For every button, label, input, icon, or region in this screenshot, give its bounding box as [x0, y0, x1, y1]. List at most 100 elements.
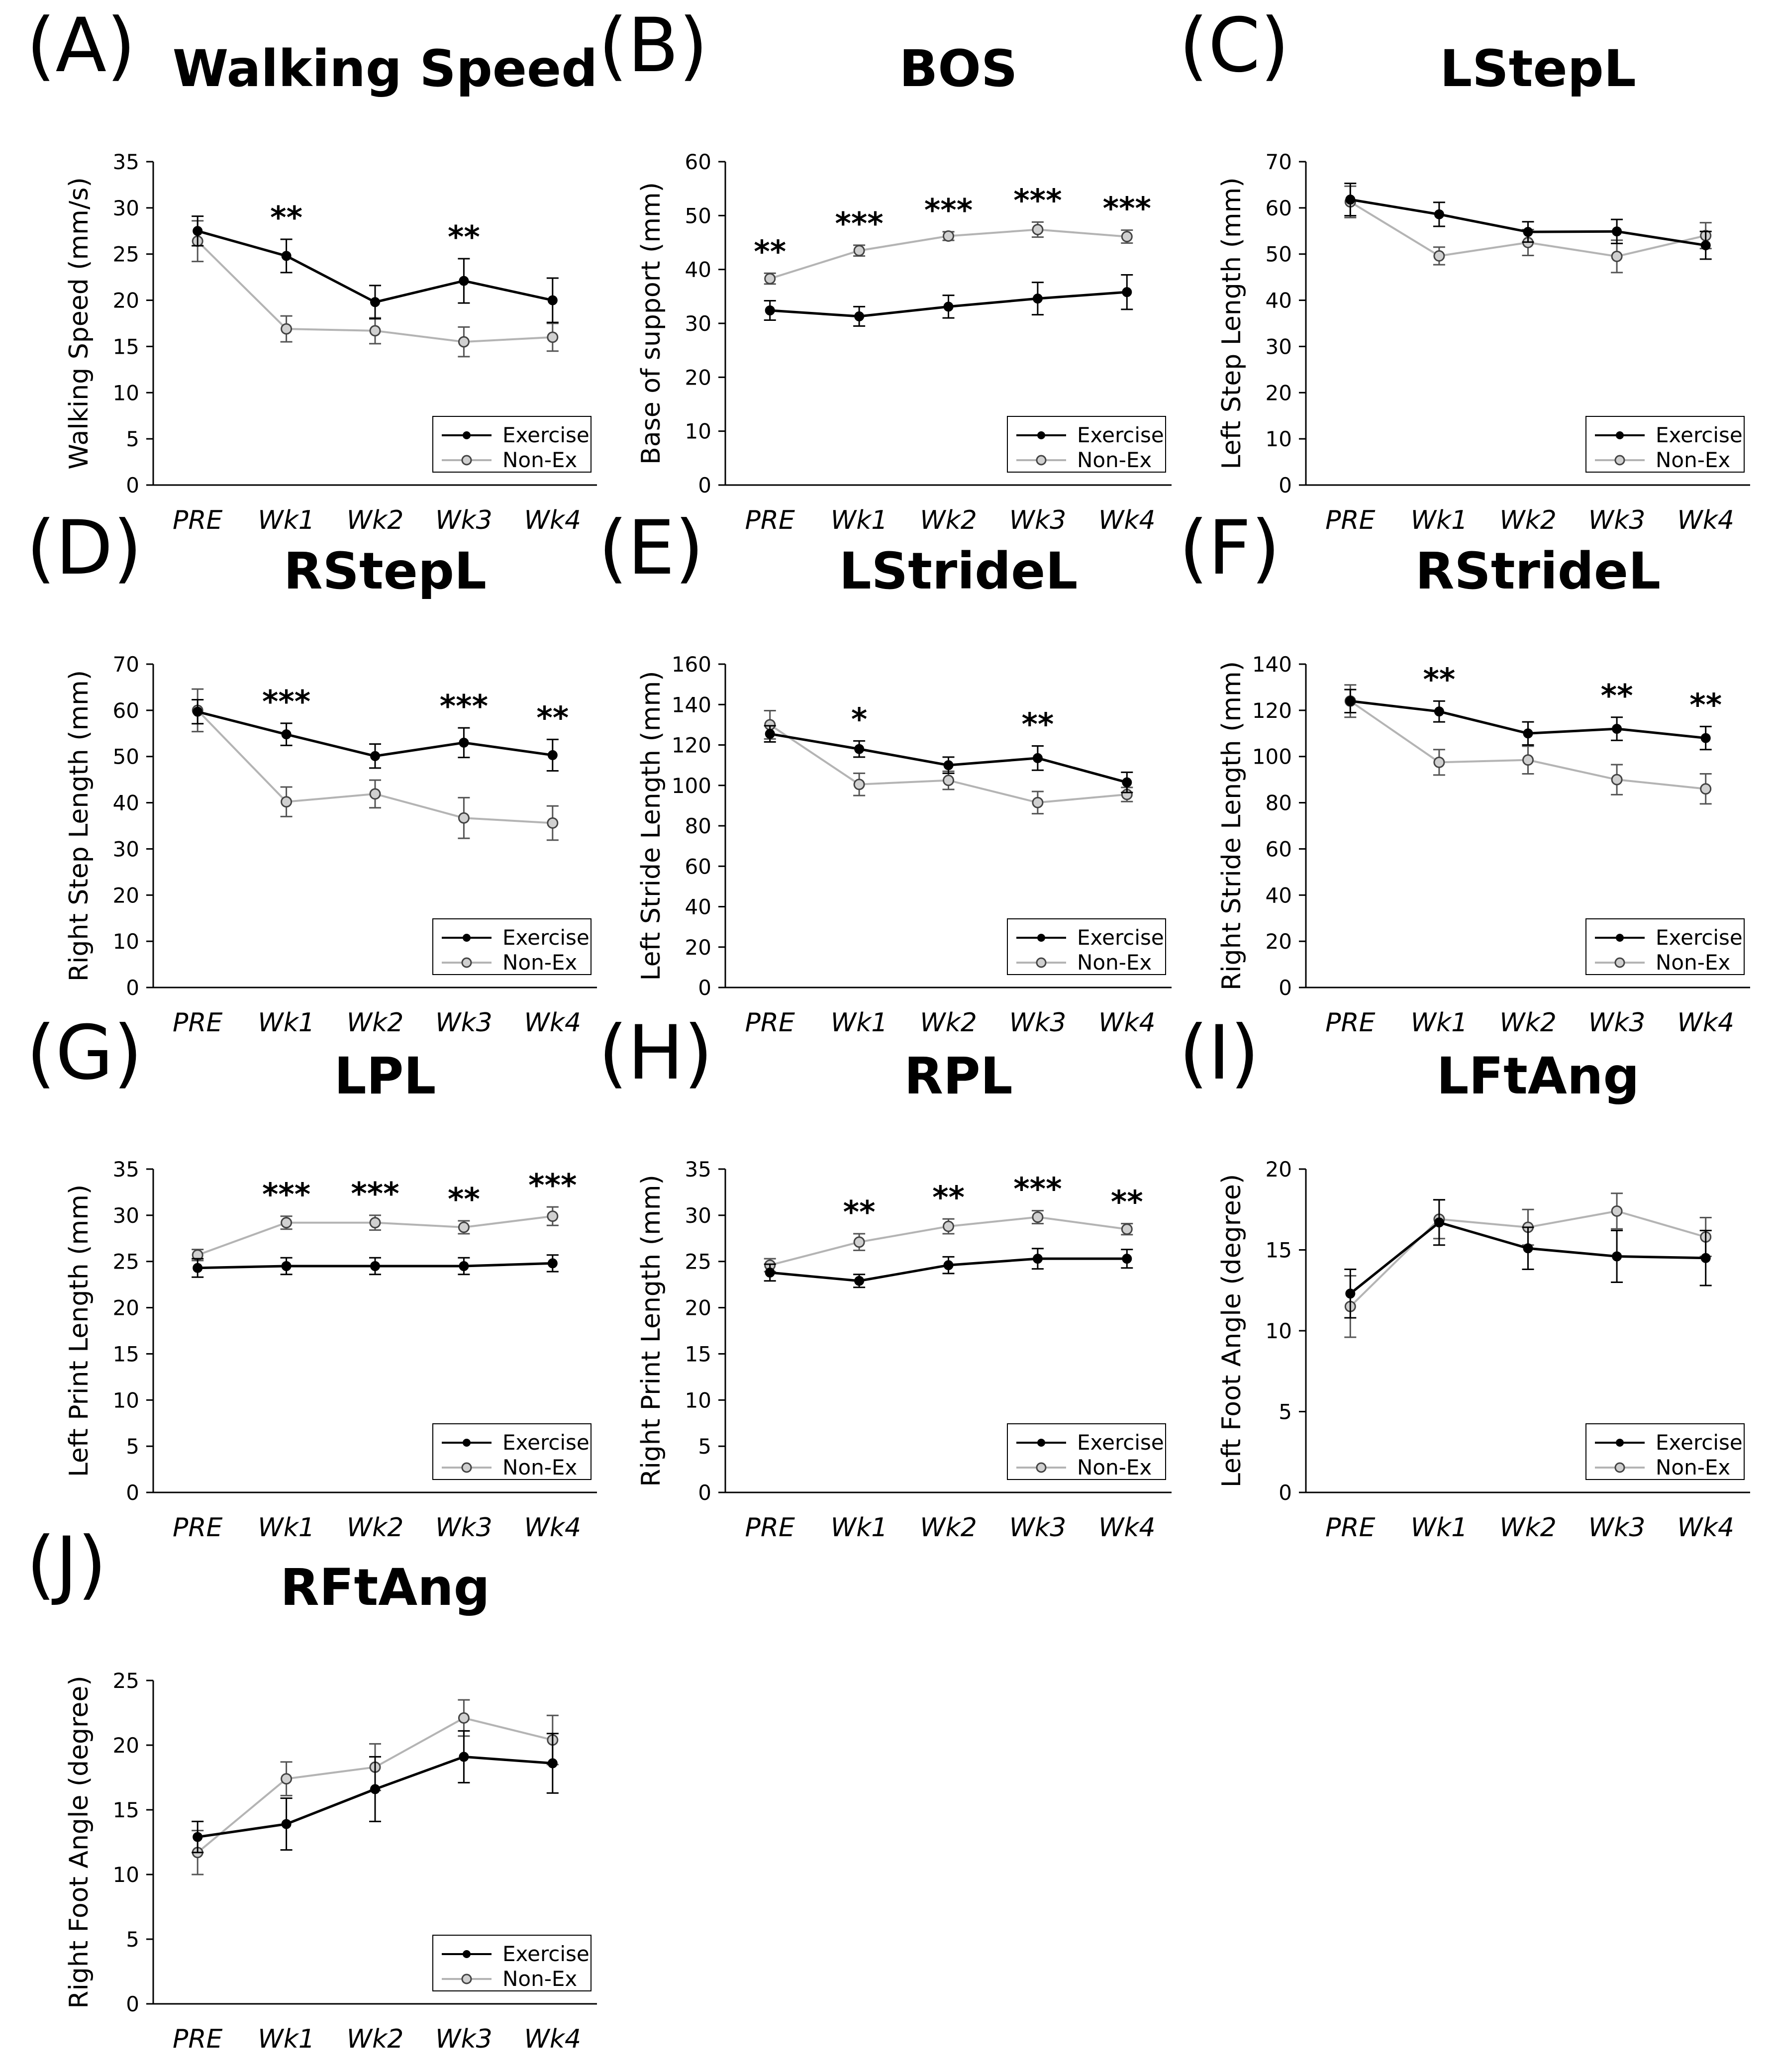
y-tick-label: 15	[113, 1342, 139, 1366]
exercise-point	[943, 301, 954, 312]
y-tick-label: 40	[685, 258, 711, 282]
legend-exercise-label: Exercise	[502, 1430, 590, 1455]
y-tick-label: 120	[672, 733, 711, 758]
significance-marker: ***	[440, 688, 488, 724]
y-axis-label: Left Step Length (mm)	[1217, 177, 1247, 469]
legend-nonex-marker	[1036, 957, 1047, 968]
legend-box	[432, 918, 592, 975]
nonex-point	[369, 788, 381, 800]
legend-nonex-label: Non-Ex	[1656, 448, 1730, 472]
y-axis-label: Right Print Length (mm)	[636, 1175, 666, 1486]
x-category-label: Wk4	[524, 1513, 581, 1543]
exercise-point	[765, 305, 775, 315]
y-axis-label: Walking Speed (mm/s)	[64, 177, 94, 470]
y-tick-label: 30	[113, 1203, 139, 1228]
exercise-point	[370, 751, 380, 761]
panel-J: (J) RFtAng 0 5 10 15 20 25 Right Foot Angle (deg…	[26, 1521, 597, 2054]
significance-marker: **	[1689, 687, 1722, 723]
nonex-point	[281, 1217, 293, 1229]
y-tick-label: 30	[685, 311, 711, 336]
x-category-label: Wk4	[1098, 1513, 1156, 1543]
panel-title: LStepL	[1440, 39, 1636, 99]
y-tick-label: 30	[113, 196, 139, 220]
legend-exercise-marker	[463, 1439, 471, 1447]
nonex-point	[458, 1221, 470, 1233]
y-tick-label: 20	[685, 1296, 711, 1320]
x-category-label: Wk2	[1499, 1008, 1557, 1038]
legend-exercise-label: Exercise	[502, 423, 590, 447]
legend-exercise-marker	[463, 1950, 471, 1958]
legend-exercise-label: Exercise	[502, 1942, 590, 1966]
exercise-point	[459, 737, 469, 748]
x-category-label: Wk4	[1677, 1513, 1734, 1543]
y-tick-label: 50	[685, 203, 711, 228]
y-tick-label: 0	[126, 1992, 139, 2016]
exercise-point	[1523, 728, 1533, 739]
panel-letter: (G)	[26, 1010, 142, 1096]
legend-nonex-label: Non-Ex	[502, 1455, 577, 1480]
y-tick-label: 10	[113, 381, 139, 405]
y-tick-label: 40	[1266, 289, 1292, 313]
panel-H: (H) RPL 0 5 10 15 20 25 30 35 Right Print Length (…	[598, 1010, 1172, 1543]
x-category-label: Wk1	[831, 1513, 888, 1543]
x-category-label: Wk2	[347, 1513, 404, 1543]
y-tick-label: 30	[113, 837, 139, 861]
x-category-label: Wk4	[1098, 505, 1156, 535]
legend-nonex-marker	[461, 1462, 472, 1473]
y-axis-label: Right Step Length (mm)	[64, 670, 94, 982]
legend-box	[1585, 416, 1745, 473]
nonex-point	[1611, 1205, 1623, 1217]
x-category-label: Wk3	[435, 505, 493, 535]
legend-nonex-label: Non-Ex	[1656, 950, 1730, 975]
legend-nonex-label: Non-Ex	[1656, 1455, 1730, 1480]
significance-marker: **	[536, 699, 569, 736]
exercise-point	[1523, 227, 1533, 237]
x-category-label: PRE	[1325, 505, 1375, 535]
legend-nonex-label: Non-Ex	[502, 950, 577, 975]
significance-marker: ***	[262, 1177, 310, 1213]
x-category-label: Wk3	[1588, 1008, 1646, 1038]
legend-nonex-marker	[461, 455, 472, 466]
legend-box	[432, 1423, 592, 1480]
nonex-point	[369, 325, 381, 337]
legend-nonex-label: Non-Ex	[502, 1967, 577, 1991]
x-category-label: Wk1	[1411, 1008, 1468, 1038]
x-category-label: Wk2	[347, 505, 404, 535]
legend-exercise-marker	[463, 934, 471, 942]
y-tick-label: 25	[113, 1669, 139, 1693]
y-tick-label: 20	[1266, 381, 1292, 405]
legend-exercise-marker	[1037, 431, 1045, 439]
y-tick-label: 70	[113, 652, 139, 677]
x-category-label: PRE	[1325, 1008, 1375, 1038]
x-category-label: PRE	[745, 1513, 795, 1543]
exercise-point	[193, 1263, 203, 1273]
nonex-point	[1522, 754, 1534, 766]
y-tick-label: 25	[685, 1250, 711, 1274]
y-tick-label: 60	[1266, 196, 1292, 220]
significance-marker: ***	[528, 1167, 577, 1203]
y-tick-label: 160	[672, 652, 711, 677]
x-category-label: PRE	[173, 1008, 222, 1038]
significance-marker: **	[1423, 661, 1455, 697]
exercise-point	[459, 1261, 469, 1271]
exercise-point	[1523, 1243, 1533, 1254]
panel-title: RStepL	[284, 542, 487, 601]
y-tick-label: 80	[1266, 791, 1292, 815]
nonex-point	[1433, 250, 1445, 262]
legend-exercise-marker	[1616, 431, 1624, 439]
exercise-point	[943, 1260, 954, 1271]
exercise-point	[459, 1752, 469, 1762]
nonex-point	[853, 1236, 865, 1248]
exercise-point	[370, 1261, 380, 1271]
y-tick-label: 0	[1279, 1480, 1292, 1505]
panel-title: RPL	[904, 1047, 1012, 1106]
y-tick-label: 20	[685, 935, 711, 960]
legend-exercise-marker	[1616, 1439, 1624, 1447]
y-tick-label: 20	[113, 289, 139, 313]
x-category-label: Wk2	[347, 2024, 404, 2054]
x-category-label: Wk4	[524, 1008, 581, 1038]
nonex-point	[369, 1217, 381, 1229]
panel-title: Walking Speed	[173, 39, 597, 99]
exercise-point	[281, 251, 292, 261]
